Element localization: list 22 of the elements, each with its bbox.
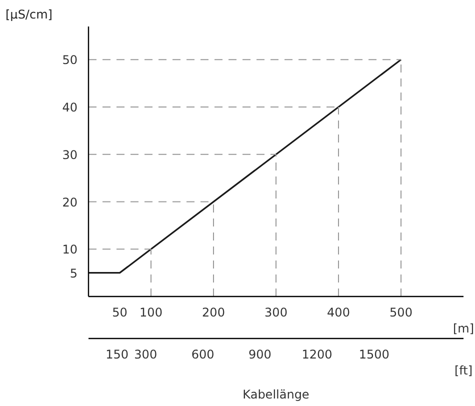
y-axis-title: [µS/cm] — [6, 8, 52, 22]
x-tick-label: 400 — [327, 306, 350, 320]
x-tick-label: 200 — [202, 306, 225, 320]
x2-tick-label: 1500 — [358, 348, 390, 362]
y-tick-label: 5 — [70, 266, 78, 280]
x2-tick-label: 1200 — [302, 348, 332, 362]
x2-tick-label: 900 — [248, 348, 272, 362]
text: Kabellänge — [242, 388, 310, 402]
x2-tick-label: 600 — [191, 348, 214, 362]
y-tick-label: 20 — [62, 195, 78, 210]
x-tick-label: 50 — [112, 306, 128, 320]
y-tick-label: 50 — [62, 53, 78, 68]
x-tick-label: 100 — [140, 306, 162, 320]
x2-tick-label: 150 — [106, 348, 129, 362]
y-tick-label: 30 — [62, 148, 78, 162]
y-tick-label: 40 — [62, 100, 78, 115]
x-tick-label: 300 — [264, 306, 288, 320]
x2-axis-title: [ft] — [454, 364, 473, 378]
x-axis-title: [m] — [452, 322, 474, 336]
x2-tick-label: 300 — [134, 348, 158, 362]
y-tick-label: 10 — [62, 242, 78, 257]
x-tick-label: 500 — [390, 306, 412, 320]
